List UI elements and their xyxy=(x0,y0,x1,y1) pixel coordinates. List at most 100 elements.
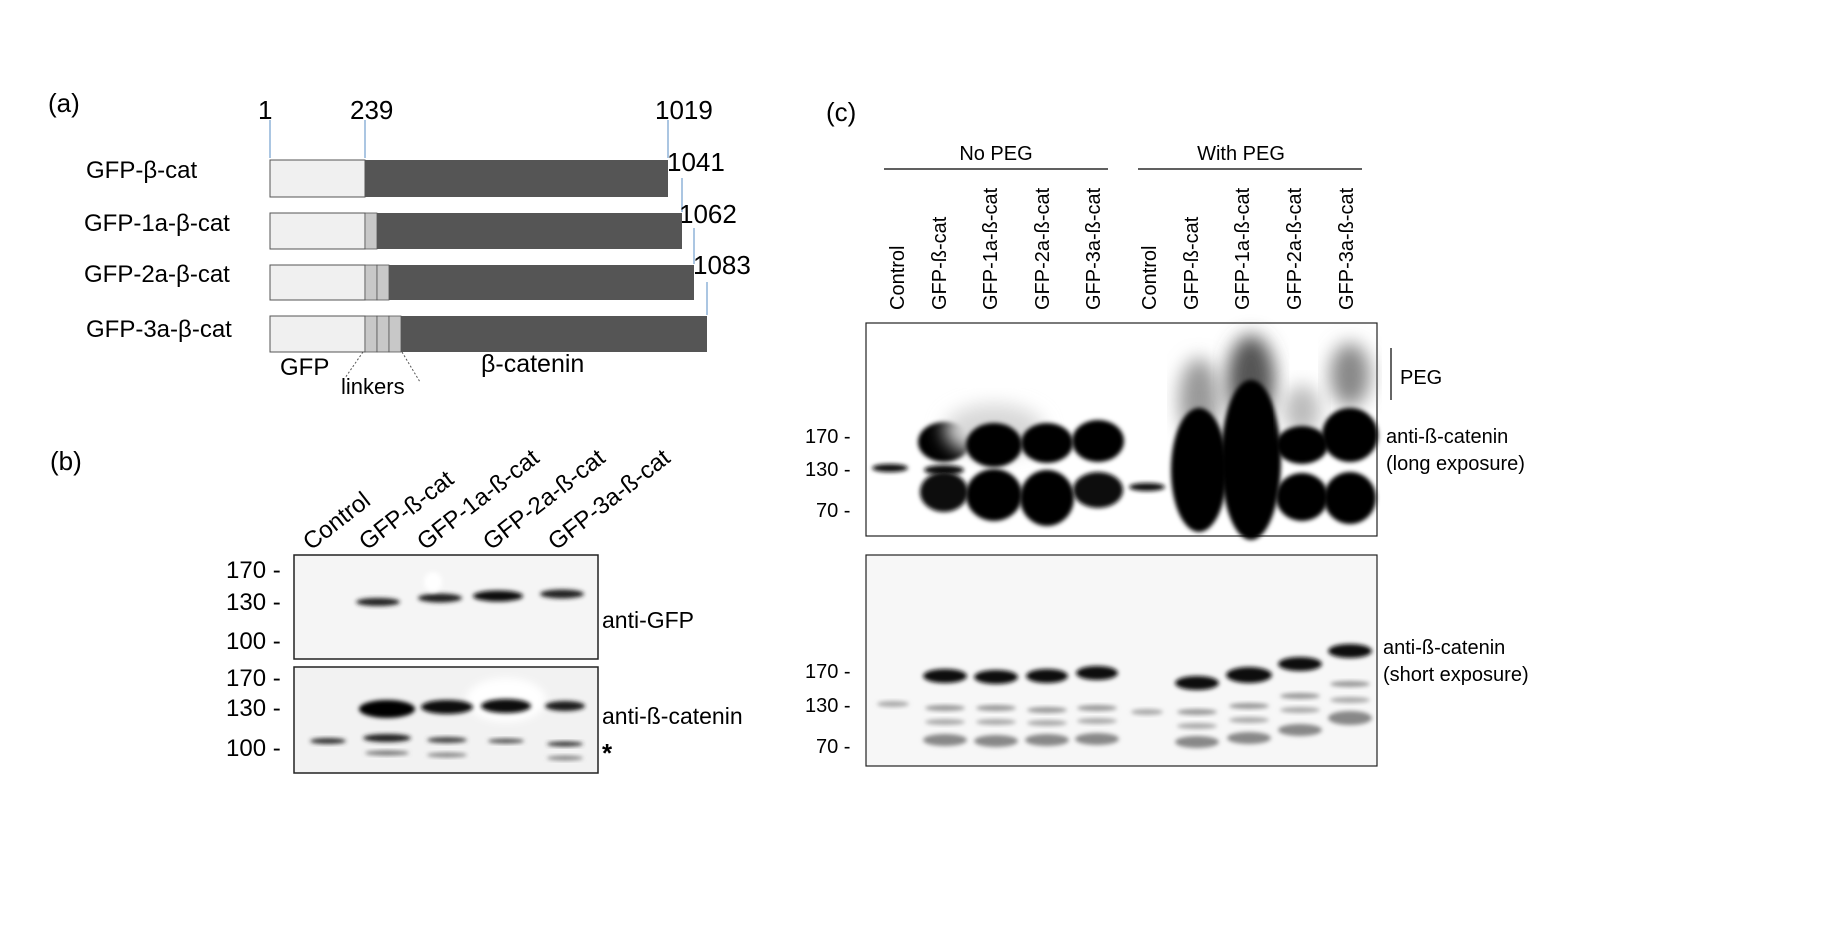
band xyxy=(966,469,1022,521)
band xyxy=(974,670,1018,684)
linker-segment xyxy=(376,264,390,301)
band xyxy=(1276,426,1328,464)
band xyxy=(1278,724,1322,736)
band xyxy=(1276,473,1328,521)
bcatenin-domain xyxy=(377,213,682,249)
band xyxy=(925,719,965,725)
band xyxy=(1077,705,1117,711)
band xyxy=(976,719,1016,725)
band xyxy=(1027,707,1067,713)
panel-a-label: (a) xyxy=(48,88,80,118)
lane-label: GFP-1a-ß-cat xyxy=(980,187,1002,310)
band xyxy=(1324,472,1376,524)
lane-label: GFP-1a-ß-cat xyxy=(1232,187,1254,310)
marker-100: 100 - xyxy=(226,735,281,762)
marker-70: 70 - xyxy=(816,500,850,522)
marker-170: 170 - xyxy=(226,557,281,584)
lane-label: GFP-2a-ß-cat xyxy=(1032,187,1054,310)
antibody-label: anti-ß-catenin xyxy=(602,703,743,729)
band xyxy=(310,738,346,744)
band xyxy=(1177,723,1217,729)
band xyxy=(540,589,584,599)
band xyxy=(365,750,409,756)
band xyxy=(1175,736,1219,748)
band xyxy=(923,734,967,746)
band xyxy=(1229,703,1269,709)
band xyxy=(872,464,908,472)
blot-anti-gfp-bands xyxy=(356,572,584,606)
pos-end-2a: 1062 xyxy=(679,199,737,229)
band xyxy=(1077,718,1117,724)
band xyxy=(1322,408,1378,462)
linker-segment xyxy=(364,315,378,353)
pos-end-1a: 1041 xyxy=(667,147,725,177)
band xyxy=(877,701,909,707)
band xyxy=(1075,733,1119,745)
pos-end-3a: 1083 xyxy=(693,250,751,280)
band xyxy=(1221,380,1281,540)
antibody-label: anti-ß-catenin xyxy=(1386,426,1508,448)
marker-100: 100 - xyxy=(226,628,281,655)
band xyxy=(427,737,467,743)
band xyxy=(1328,644,1372,658)
band xyxy=(427,752,467,758)
band xyxy=(1027,720,1067,726)
lane-label: GFP-ß-cat xyxy=(929,216,951,310)
marker-130: 130 - xyxy=(805,459,851,481)
construct-label: GFP-3a-β-cat xyxy=(86,316,232,343)
blot-long-exposure-bands xyxy=(872,335,1378,540)
band xyxy=(488,738,524,744)
panel-a: (a) 1 239 1019 1041 1062 1083 GFP-β-cat … xyxy=(48,88,751,399)
pos-gfp-end: 239 xyxy=(350,95,393,125)
band xyxy=(359,700,415,718)
band xyxy=(925,705,965,711)
band xyxy=(1020,470,1074,526)
marker-70: 70 - xyxy=(816,736,850,758)
linker-segment xyxy=(388,315,402,353)
band xyxy=(1278,657,1322,671)
pos-end-wt: 1019 xyxy=(655,95,713,125)
band xyxy=(1171,408,1227,532)
blot-anti-bcatenin-bands xyxy=(310,678,585,761)
band xyxy=(545,701,585,711)
band xyxy=(1330,681,1370,687)
band xyxy=(547,741,583,747)
band xyxy=(966,423,1022,467)
smear xyxy=(1284,385,1320,435)
lane-label: Control xyxy=(1139,246,1161,310)
linker-segment xyxy=(364,212,378,250)
legend-linkers: linkers xyxy=(341,374,405,399)
legend-bcatenin: β-catenin xyxy=(481,350,584,378)
group-with-peg: With PEG xyxy=(1197,143,1285,165)
band xyxy=(418,593,462,603)
gfp-domain xyxy=(269,315,366,353)
band xyxy=(1177,709,1217,715)
band xyxy=(1026,669,1068,683)
lane-label: GFP-3a-ß-cat xyxy=(1083,187,1105,310)
gfp-domain xyxy=(269,159,366,198)
band xyxy=(547,755,583,761)
band xyxy=(976,705,1016,711)
lane-label: GFP-2a-ß-cat xyxy=(1284,187,1306,310)
band xyxy=(1072,420,1124,462)
bcatenin-domain xyxy=(365,160,668,197)
blot-short-exposure-bands xyxy=(877,644,1372,748)
band xyxy=(1330,697,1370,703)
exposure-label: (long exposure) xyxy=(1386,453,1525,475)
linker-pointer-right xyxy=(401,351,421,383)
band xyxy=(1073,472,1123,508)
marker-170: 170 - xyxy=(226,665,281,692)
lane-label: GFP-3a-ß-cat xyxy=(1336,187,1358,310)
panel-b-label: (b) xyxy=(50,446,82,476)
linker-segment xyxy=(376,315,390,353)
pos-start: 1 xyxy=(258,95,272,125)
gfp-domain xyxy=(269,264,366,301)
band xyxy=(1229,717,1269,723)
band xyxy=(473,590,523,602)
band xyxy=(1131,709,1163,715)
panel-c: (c) No PEG With PEG Control GFP-ß-cat GF… xyxy=(805,97,1529,767)
asterisk-note: * xyxy=(602,738,613,768)
bcatenin-domain xyxy=(389,265,694,300)
band xyxy=(1227,732,1271,744)
band xyxy=(481,699,531,713)
